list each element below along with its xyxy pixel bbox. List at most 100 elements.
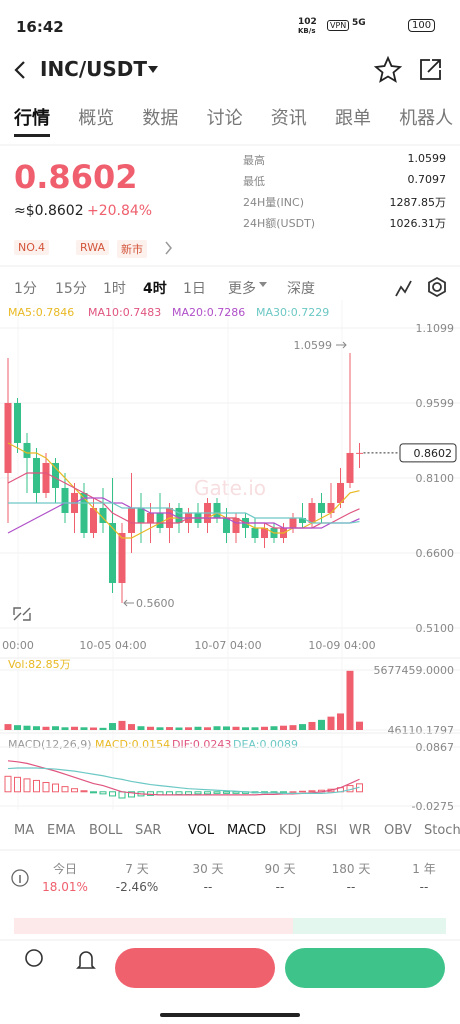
tab[interactable]: 行情 xyxy=(14,108,50,129)
tab[interactable]: 讨论 xyxy=(206,108,243,129)
indicator[interactable]: EMA xyxy=(47,823,76,838)
indicator[interactable]: OBV xyxy=(384,823,412,838)
alert-icon[interactable] xyxy=(76,951,96,969)
volume-bar xyxy=(109,723,116,730)
macd-bar xyxy=(175,791,183,795)
volume-bar xyxy=(356,721,363,730)
volume-bar xyxy=(242,727,249,730)
chart: Gate.io 1.1099 0.9599 0.8100 0.6600 0.5100 00:… xyxy=(0,300,460,813)
period: 90 天 xyxy=(264,862,296,876)
indicator[interactable]: VOL xyxy=(188,823,215,838)
buy-button[interactable] xyxy=(115,948,275,988)
interval[interactable]: 1日 xyxy=(183,281,206,297)
tab[interactable]: 概览 xyxy=(78,108,115,129)
candle-body xyxy=(109,522,116,583)
info-icon[interactable] xyxy=(11,869,29,887)
tags-more[interactable] xyxy=(165,241,172,255)
indicator[interactable]: SAR xyxy=(135,823,162,838)
caret[interactable] xyxy=(148,66,158,73)
stat-label: 24H额(USDT) xyxy=(243,217,316,230)
indicator[interactable]: RSI xyxy=(316,823,338,838)
tag[interactable]: 新市 xyxy=(117,240,147,258)
stat-value: 0.7097 xyxy=(407,173,447,186)
draw-icon[interactable] xyxy=(395,280,412,297)
tag[interactable]: RWA xyxy=(76,240,109,255)
last-price: 0.8602 xyxy=(14,158,138,196)
tag[interactable]: NO.4 xyxy=(14,240,49,255)
interval[interactable]: 1时 xyxy=(103,281,126,297)
candle-body xyxy=(90,507,97,533)
candle-body xyxy=(327,502,335,513)
candle-body xyxy=(261,527,268,538)
ma-line xyxy=(7,442,360,539)
volume-bar xyxy=(299,724,306,730)
change: +20.84% xyxy=(87,203,153,219)
interval[interactable]: 1分 xyxy=(14,281,37,297)
macd-bar xyxy=(223,791,230,794)
ma-legend: MA5:0.7846 xyxy=(8,306,74,319)
performance-value: -- xyxy=(419,880,429,894)
interval[interactable]: 15分 xyxy=(55,281,87,297)
volume-bar xyxy=(318,719,325,730)
y-tick-label: 0.9599 xyxy=(416,397,455,410)
candle-body xyxy=(175,507,183,523)
candle-body xyxy=(137,507,145,523)
ma-legend: MA20:0.7286 xyxy=(172,306,245,319)
star-icon[interactable] xyxy=(373,55,403,83)
volume-bar xyxy=(175,727,183,730)
tab[interactable]: 数据 xyxy=(142,108,179,129)
interval[interactable]: 深度 xyxy=(287,281,315,297)
macd-title: MACD(12,26,9) xyxy=(8,738,92,751)
last-price-box xyxy=(399,443,457,463)
candle-body xyxy=(4,402,12,473)
indicator[interactable]: KDJ xyxy=(279,823,302,838)
volume-bar xyxy=(118,720,126,730)
volume-bar xyxy=(23,725,31,730)
robot-icon[interactable] xyxy=(25,949,43,967)
candle-body xyxy=(14,402,21,443)
candle-body xyxy=(118,532,126,583)
vpn: VPN xyxy=(327,20,350,31)
macd-bar xyxy=(90,791,97,794)
indicator[interactable]: StochRSI xyxy=(424,823,460,838)
interval[interactable]: 4时 xyxy=(143,281,167,297)
ma-legend: MA30:0.7229 xyxy=(256,306,329,319)
tab[interactable]: 资讯 xyxy=(270,108,307,129)
pair[interactable]: INC/USDT xyxy=(40,57,148,81)
candle-body xyxy=(356,452,363,454)
macd-bar xyxy=(213,791,221,794)
home-indicator xyxy=(160,1013,300,1017)
volume-bar xyxy=(42,726,50,730)
macd-bar xyxy=(308,790,316,793)
macd-bar xyxy=(61,786,69,793)
indicator[interactable]: MACD xyxy=(227,823,266,838)
settings-icon-outline xyxy=(428,276,446,298)
volume-bar xyxy=(4,724,12,730)
candle-body xyxy=(308,502,316,523)
long-ratio xyxy=(14,918,293,934)
net-speed-unit: KB/s xyxy=(298,27,316,35)
macd-tick-label: -0.0275 xyxy=(412,800,454,813)
interval[interactable]: 更多 xyxy=(228,281,256,297)
candle-body xyxy=(223,517,230,533)
macd-bar xyxy=(118,791,126,799)
back-icon[interactable] xyxy=(14,61,25,79)
settings-icon[interactable] xyxy=(432,282,442,292)
y-tick-label: 1.1099 xyxy=(416,322,455,335)
tab[interactable]: 机器人 xyxy=(399,108,454,129)
macd-bar xyxy=(52,783,59,793)
indicator[interactable]: BOLL xyxy=(89,823,123,838)
stat-value: 1.0599 xyxy=(407,152,447,165)
candle-body xyxy=(213,502,221,518)
indicator[interactable]: MA xyxy=(14,823,35,838)
sell-button[interactable] xyxy=(285,948,445,988)
usd-price: ≈$0.8602 xyxy=(14,203,84,219)
tab[interactable]: 跟单 xyxy=(335,108,371,129)
indicator[interactable]: WR xyxy=(349,823,371,838)
volume-bar xyxy=(137,726,145,730)
macd-bar xyxy=(4,775,12,793)
share-icon[interactable] xyxy=(420,59,441,80)
macd-bar xyxy=(280,791,287,793)
net-speed: 102 xyxy=(298,17,317,27)
